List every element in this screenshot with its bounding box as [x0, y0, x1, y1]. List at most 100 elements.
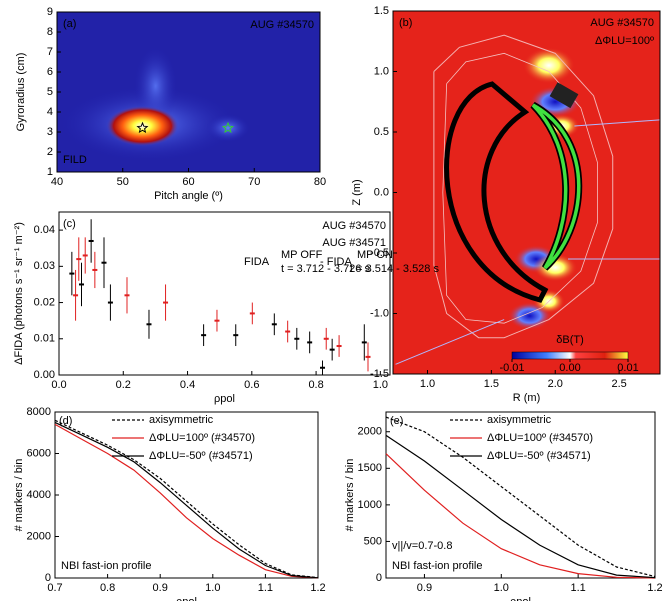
- field-blob: [522, 47, 575, 84]
- x-tick-label: 1.0: [420, 378, 435, 390]
- y-tick-label: 4000: [27, 489, 51, 501]
- legend-label: AUG #34571: [322, 237, 386, 249]
- y-tick-label: 1000: [358, 499, 382, 511]
- panel-annotation: FILD: [63, 154, 87, 166]
- y-tick-label: 0: [376, 572, 382, 584]
- y-tick-label: 4: [47, 106, 53, 118]
- data-point: [336, 345, 342, 348]
- annotation: - FIDA: [320, 256, 352, 268]
- panel-annotation: v||/v=0.7-0.8: [392, 540, 452, 552]
- data-point: [124, 294, 130, 297]
- series-line: [54, 423, 319, 579]
- data-point: [201, 334, 207, 337]
- x-tick-label: 1.1: [258, 582, 273, 594]
- x-tick-label: 0.2: [116, 379, 131, 391]
- annotation-sub: t = 3.712 - 3.726 s: [281, 263, 370, 275]
- y-tick-label: 5: [47, 86, 53, 98]
- data-point: [78, 283, 84, 286]
- data-point: [73, 294, 79, 297]
- x-tick-label: 0.8: [100, 582, 115, 594]
- y-tick-label: 2000: [27, 530, 51, 542]
- y-tick-label: 1.5: [374, 5, 389, 17]
- y-axis-label: ΔFIDA (photons s⁻¹ sr⁻¹ m⁻²): [13, 222, 25, 365]
- data-point: [76, 258, 82, 261]
- legend-label: axisymmetric: [149, 414, 214, 426]
- data-point: [92, 268, 98, 271]
- plot-frame: [385, 411, 656, 579]
- sightline: [574, 119, 661, 127]
- y-tick-label: 1: [47, 166, 53, 178]
- y-tick-label: 0.5: [374, 126, 389, 138]
- vessel-wall: [442, 52, 598, 324]
- marker-star: [221, 121, 234, 134]
- heatmap-core: [106, 106, 179, 146]
- legend-label: axisymmetric: [487, 414, 552, 426]
- data-point: [163, 301, 169, 304]
- x-tick-label: 0.4: [180, 379, 195, 391]
- annotation-sup: MP OFF: [281, 249, 323, 261]
- panel-subtitle: ΔΦLU=100º: [595, 35, 654, 47]
- x-tick-label: 2.0: [548, 378, 563, 390]
- data-point: [323, 337, 329, 340]
- plasma-boundary: [444, 81, 549, 303]
- panel-title: AUG #34570: [250, 19, 314, 31]
- x-tick-label: 1.0: [205, 582, 220, 594]
- field-blob: [533, 253, 578, 282]
- y-tick-label: 0: [45, 572, 51, 584]
- flux-surface: [531, 103, 581, 270]
- annotation-sub: t = 3.514 - 3.528 s: [350, 263, 439, 275]
- y-tick-label: -0.5: [370, 247, 389, 259]
- panel-title: AUG #34570: [590, 17, 654, 29]
- x-tick-label: 0.7: [47, 582, 62, 594]
- x-axis-label: ρpol: [510, 596, 531, 601]
- plot-frame: [58, 211, 391, 376]
- y-tick-label: 0.0: [374, 186, 389, 198]
- annotation: FIDA: [244, 256, 270, 268]
- y-tick-label: 0.00: [34, 369, 55, 381]
- x-tick-label: 0.8: [308, 379, 323, 391]
- x-tick-label: 70: [248, 176, 260, 188]
- y-tick-label: 9: [47, 6, 53, 18]
- legend-label: ΔΦLU=-50º (#34571): [149, 450, 253, 462]
- legend-label: ΔΦLU=-50º (#34571): [487, 450, 591, 462]
- data-point: [107, 301, 113, 304]
- x-tick-label: 1.5: [484, 378, 499, 390]
- marker-star: [136, 121, 149, 134]
- y-tick-label: 0.03: [34, 260, 55, 272]
- x-tick-label: 1.2: [310, 582, 325, 594]
- y-tick-label: 6000: [27, 447, 51, 459]
- x-tick-label: 1.0: [494, 582, 509, 594]
- panel-label: (a): [63, 18, 76, 30]
- y-axis-label: Z (m): [351, 179, 363, 205]
- colorbar-tick-label: 0.00: [559, 362, 580, 374]
- x-tick-label: 60: [182, 176, 194, 188]
- panel-label: (e): [390, 415, 403, 427]
- panel-label: (c): [63, 218, 76, 230]
- colorbar: [511, 351, 629, 360]
- y-tick-label: 6: [47, 66, 53, 78]
- heatmap-blob: [205, 114, 250, 142]
- x-tick-label: 1.1: [570, 582, 585, 594]
- series-line: [385, 434, 656, 579]
- data-point: [365, 355, 371, 358]
- x-tick-label: 50: [117, 176, 129, 188]
- data-point: [101, 261, 107, 264]
- y-tick-label: 1.0: [374, 65, 389, 77]
- data-point: [294, 337, 300, 340]
- data-point: [233, 334, 239, 337]
- panel-annotation: NBI fast-ion profile: [61, 560, 151, 572]
- y-tick-label: -1.0: [370, 307, 389, 319]
- data-point: [285, 330, 291, 333]
- y-axis-label: # markers / bin: [13, 459, 25, 532]
- sightline: [395, 319, 505, 365]
- data-point: [88, 239, 94, 242]
- colorbar-tick-label: -0.01: [499, 362, 524, 374]
- x-tick-label: 1.2: [647, 582, 662, 594]
- data-point: [214, 319, 220, 322]
- colorbar-tick-label: 0.01: [617, 362, 638, 374]
- series-line: [385, 453, 656, 579]
- data-point: [307, 341, 313, 344]
- data-point: [249, 312, 255, 315]
- legend-label: AUG #34570: [322, 220, 386, 232]
- x-tick-label: 2.5: [611, 378, 626, 390]
